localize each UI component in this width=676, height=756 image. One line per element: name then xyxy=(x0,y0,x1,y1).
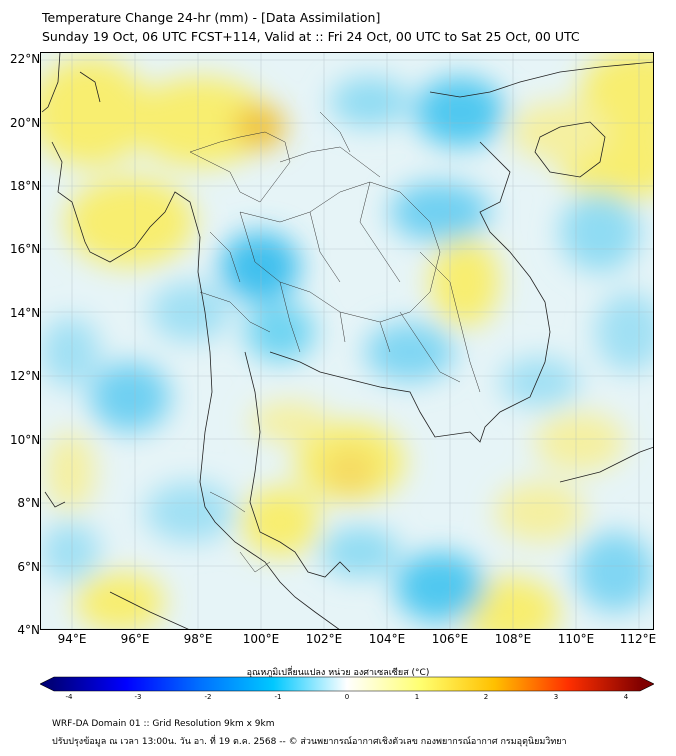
colorbar-tick: 1 xyxy=(414,693,420,701)
colorbar-title: อุณหภูมิเปลี่ยนแปลง หน่วย องศาเซลเซียส (… xyxy=(246,668,430,678)
temperature-map xyxy=(40,52,654,630)
lat-label: 20°N xyxy=(10,116,41,130)
lat-label: 10°N xyxy=(10,433,41,447)
lat-label: 18°N xyxy=(10,179,41,193)
gridlines xyxy=(40,52,654,630)
lon-label: 110°E xyxy=(557,632,595,646)
colorbar-tick: 0 xyxy=(344,693,350,701)
lon-label: 112°E xyxy=(619,632,657,646)
province-borders xyxy=(189,111,481,573)
chart-title: Temperature Change 24-hr (mm) - [Data As… xyxy=(42,10,381,25)
lat-label: 14°N xyxy=(10,306,41,320)
map-frame xyxy=(40,52,654,630)
coastlines xyxy=(41,52,654,630)
chart-subtitle: Sunday 19 Oct, 06 UTC FCST+114, Valid at… xyxy=(42,29,580,44)
colorbar-tick: -2 xyxy=(204,693,212,701)
footer-credit: ปรับปรุงข้อมูล ณ เวลา 13:00น. วัน อา. ที… xyxy=(52,737,567,747)
colorbar-tick: 4 xyxy=(623,693,629,701)
lon-label: 94°E xyxy=(57,632,87,646)
colorbar-gradient xyxy=(40,676,654,692)
lon-label: 102°E xyxy=(305,632,343,646)
temperature-field xyxy=(40,52,654,630)
footer-model-info: WRF-DA Domain 01 :: Grid Resolution 9km … xyxy=(52,719,275,729)
lat-label: 8°N xyxy=(17,496,40,510)
colorbar-tick: 2 xyxy=(483,693,489,701)
colorbar xyxy=(40,676,654,692)
colorbar-tick: 3 xyxy=(553,693,559,701)
lon-label: 108°E xyxy=(494,632,532,646)
lat-label: 22°N xyxy=(10,52,41,66)
lon-label: 98°E xyxy=(183,632,213,646)
lat-label: 4°N xyxy=(17,623,40,637)
colorbar-tick: -4 xyxy=(65,693,73,701)
lat-label: 16°N xyxy=(10,242,41,256)
colorbar-tick: -1 xyxy=(274,693,282,701)
lat-label: 6°N xyxy=(17,560,40,574)
lon-label: 100°E xyxy=(242,632,280,646)
lon-label: 104°E xyxy=(368,632,406,646)
lat-label: 12°N xyxy=(10,369,41,383)
lon-label: 96°E xyxy=(120,632,150,646)
colorbar-tick: -3 xyxy=(134,693,142,701)
lon-label: 106°E xyxy=(431,632,469,646)
